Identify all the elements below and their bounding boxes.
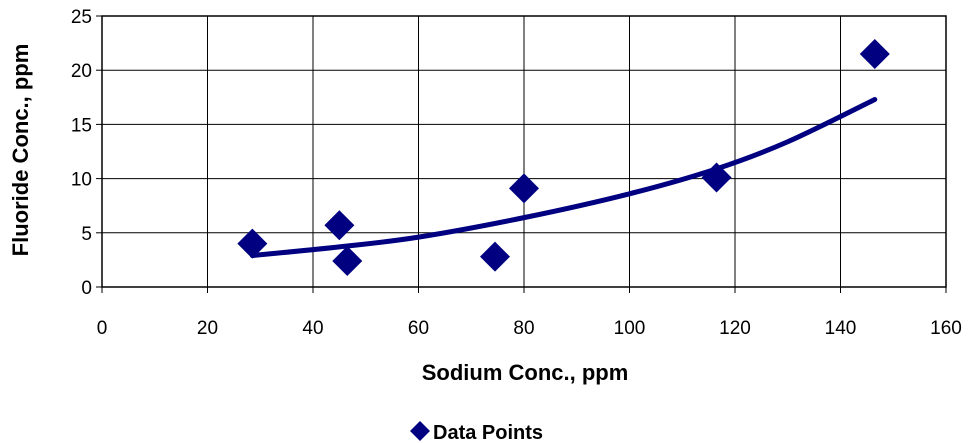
data-point [509, 173, 539, 204]
x-tick-label: 20 [197, 318, 218, 339]
x-tick-label: 120 [719, 318, 751, 339]
trendline-layer [249, 96, 878, 259]
data-point [324, 210, 355, 241]
x-tick-label: 160 [930, 318, 962, 339]
x-tick-labels: 0 20 40 60 80 100 120 140 160 [97, 287, 962, 339]
y-tick-label: 20 [71, 61, 92, 82]
y-tick-label: 15 [71, 115, 92, 136]
y-tick-label: 25 [71, 7, 92, 28]
data-points-layer [237, 38, 890, 276]
x-tick-label: 40 [302, 318, 323, 339]
y-tick-label: 10 [71, 170, 92, 191]
legend-label-data-points: Data Points [433, 422, 543, 443]
x-tick-label: 140 [825, 318, 857, 339]
trendline [249, 96, 878, 259]
grid-lines [101, 15, 947, 288]
y-tick-label: 0 [81, 278, 92, 299]
x-axis-title: Sodium Conc., ppm [422, 360, 629, 385]
data-point [237, 228, 268, 259]
x-tick-label: 80 [513, 318, 534, 339]
data-point [859, 38, 890, 69]
x-tick-label: 100 [614, 318, 646, 339]
data-point [701, 162, 732, 193]
legend: Data Points [410, 421, 543, 443]
data-point [479, 241, 510, 272]
y-tick-labels: 0 5 10 15 20 25 [71, 7, 102, 299]
y-tick-label: 5 [81, 224, 92, 245]
x-tick-label: 60 [408, 318, 429, 339]
legend-marker-diamond-icon [410, 421, 430, 441]
data-point [332, 245, 363, 276]
x-tick-label: 0 [97, 318, 108, 339]
y-axis-title: Fluoride Conc., ppm [8, 44, 33, 257]
